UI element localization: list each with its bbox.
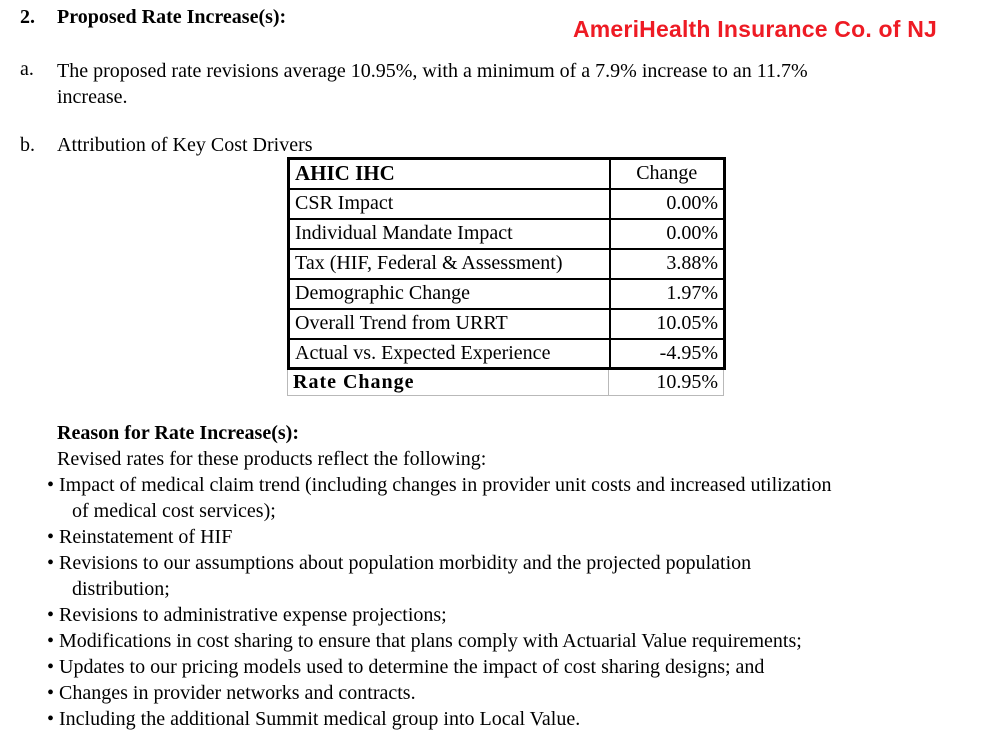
table-header-row: AHIC IHC Change	[287, 157, 726, 190]
row-driver: Demographic Change	[287, 277, 611, 310]
total-label: Rate Change	[287, 370, 609, 396]
item-b-label: b.	[20, 134, 35, 156]
bullet-line: distribution;	[72, 578, 170, 600]
bullet-line: Impact of medical claim trend (including…	[47, 472, 947, 498]
row-change: -4.95%	[608, 337, 726, 370]
item-b-text: Attribution of Key Cost Drivers	[57, 134, 313, 156]
bullet-line: Changes in provider networks and contrac…	[47, 680, 947, 706]
bullet-line: Modifications in cost sharing to ensure …	[47, 628, 947, 654]
table-row: Overall Trend from URRT 10.05%	[287, 307, 726, 340]
section-number: 2.	[20, 6, 35, 28]
item-a-label: a.	[20, 58, 34, 80]
bullet-line: Updates to our pricing models used to de…	[47, 654, 947, 680]
row-change: 1.97%	[608, 277, 726, 310]
table-row: Demographic Change 1.97%	[287, 277, 726, 310]
list-item: Changes in provider networks and contrac…	[47, 680, 947, 706]
header-change: Change	[608, 157, 726, 190]
table-row: Actual vs. Expected Experience -4.95%	[287, 337, 726, 370]
table-row: CSR Impact 0.00%	[287, 187, 726, 220]
row-driver: Tax (HIF, Federal & Assessment)	[287, 247, 611, 280]
list-item: Including the additional Summit medical …	[47, 706, 947, 732]
row-driver: Actual vs. Expected Experience	[287, 337, 611, 370]
bullet-line: Revisions to administrative expense proj…	[47, 602, 947, 628]
list-item: Revisions to our assumptions about popul…	[47, 550, 947, 602]
cost-drivers-table: AHIC IHC Change CSR Impact 0.00% Individ…	[287, 157, 726, 396]
table-total-row: Rate Change 10.95%	[287, 370, 724, 396]
list-item: Updates to our pricing models used to de…	[47, 654, 947, 680]
item-a-line2: increase.	[57, 86, 128, 108]
row-change: 3.88%	[608, 247, 726, 280]
brand-name: AmeriHealth Insurance Co. of NJ	[572, 16, 938, 42]
row-change: 0.00%	[608, 217, 726, 250]
bullet-line: Reinstatement of HIF	[47, 524, 947, 550]
table-row: Tax (HIF, Federal & Assessment) 3.88%	[287, 247, 726, 280]
row-driver: Overall Trend from URRT	[287, 307, 611, 340]
table-row: Individual Mandate Impact 0.00%	[287, 217, 726, 250]
reason-intro: Revised rates for these products reflect…	[57, 448, 487, 470]
row-driver: CSR Impact	[287, 187, 611, 220]
item-a-paragraph: The proposed rate revisions average 10.9…	[57, 58, 917, 110]
row-change: 10.05%	[608, 307, 726, 340]
header-driver: AHIC IHC	[287, 157, 611, 190]
list-item: Impact of medical claim trend (including…	[47, 472, 947, 524]
row-change: 0.00%	[608, 187, 726, 220]
rate-change-total-row: Rate Change 10.95%	[287, 370, 724, 396]
reason-bullet-list: Impact of medical claim trend (including…	[47, 472, 947, 732]
section-title: Proposed Rate Increase(s):	[57, 6, 287, 28]
reason-section: Reason for Rate Increase(s): Revised rat…	[47, 420, 947, 732]
bullet-line: of medical cost services);	[72, 500, 276, 522]
list-item: Reinstatement of HIF	[47, 524, 947, 550]
bullet-line: Revisions to our assumptions about popul…	[47, 550, 947, 576]
list-item: Modifications in cost sharing to ensure …	[47, 628, 947, 654]
bullet-line: Including the additional Summit medical …	[47, 706, 947, 732]
row-driver: Individual Mandate Impact	[287, 217, 611, 250]
list-item: Revisions to administrative expense proj…	[47, 602, 947, 628]
reason-heading: Reason for Rate Increase(s):	[57, 422, 299, 444]
total-value: 10.95%	[608, 370, 724, 396]
cost-drivers-main-table: AHIC IHC Change CSR Impact 0.00% Individ…	[287, 157, 726, 370]
item-a-line1: The proposed rate revisions average 10.9…	[57, 60, 808, 82]
